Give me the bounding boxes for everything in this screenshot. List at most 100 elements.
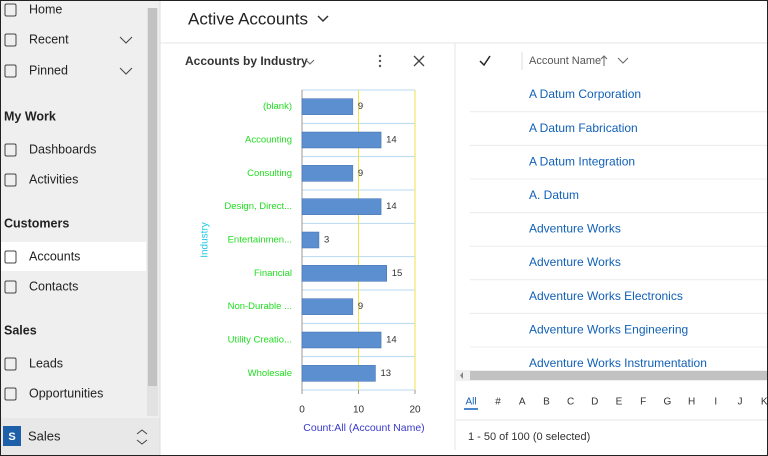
scroll-left[interactable] xyxy=(460,372,463,379)
nav-item[interactable]: Contacts xyxy=(29,279,78,293)
x-tick-label: 10 xyxy=(353,405,365,416)
jump-letter[interactable]: All xyxy=(465,397,476,408)
nav-selected xyxy=(0,242,146,271)
jump-letter[interactable]: D xyxy=(591,397,598,408)
y-tick-label: Consulting xyxy=(247,168,292,179)
bar[interactable] xyxy=(301,231,320,249)
chevron-down xyxy=(136,439,148,445)
data-label: 13 xyxy=(380,368,391,379)
y-tick-label: (blank) xyxy=(263,101,292,112)
more-icon[interactable] xyxy=(378,54,382,68)
bar[interactable] xyxy=(301,165,354,182)
account-link[interactable]: A. Datum xyxy=(529,188,579,202)
account-link[interactable]: Adventure Works Instrumentation xyxy=(529,356,707,370)
nav-item[interactable]: Opportunities xyxy=(29,386,103,400)
bar[interactable] xyxy=(301,265,387,282)
select-all[interactable] xyxy=(479,55,491,67)
account-link[interactable]: Adventure Works xyxy=(529,222,621,236)
data-label: 9 xyxy=(358,301,363,312)
jump-letter[interactable]: H xyxy=(688,397,695,408)
jump-letter[interactable]: A xyxy=(519,397,526,408)
nav-section: Customers xyxy=(4,216,69,230)
chevron-up xyxy=(136,429,148,435)
jump-letter[interactable]: B xyxy=(543,397,550,408)
y-tick-label: Entertainmen... xyxy=(228,235,292,246)
nav-icon xyxy=(4,357,17,371)
nav-item[interactable]: Home xyxy=(29,2,62,16)
account-link[interactable]: A Datum Corporation xyxy=(529,87,641,101)
sort-icon xyxy=(600,55,608,66)
nav-item[interactable]: Recent xyxy=(29,32,69,46)
nav-chevron[interactable] xyxy=(119,67,133,75)
nav-item[interactable]: Accounts xyxy=(29,249,80,263)
x-tick-label: 0 xyxy=(299,405,305,416)
data-label: 14 xyxy=(386,335,397,346)
column-header[interactable]: Account Name xyxy=(529,55,601,67)
data-label: 14 xyxy=(386,201,397,212)
title-chevron[interactable] xyxy=(317,15,329,23)
y-tick-label: Non-Durable ... xyxy=(228,301,292,312)
jump-letter[interactable]: G xyxy=(664,397,672,408)
nav-icon xyxy=(4,250,17,264)
bar[interactable] xyxy=(301,131,382,149)
data-label: 14 xyxy=(386,135,397,146)
nav-section: Sales xyxy=(4,323,37,337)
bar[interactable] xyxy=(301,198,382,215)
data-label: 9 xyxy=(358,101,363,112)
chart-chevron[interactable] xyxy=(305,59,315,65)
area-name: Sales xyxy=(28,428,61,443)
nav-item[interactable]: Leads xyxy=(29,356,63,370)
nav-chevron[interactable] xyxy=(119,36,133,44)
jump-letter[interactable]: # xyxy=(495,397,501,408)
grid-footer: 1 - 50 of 100 (0 selected) xyxy=(468,431,590,443)
chart-title[interactable]: Accounts by Industry xyxy=(185,54,308,68)
y-tick-label: Wholesale xyxy=(248,368,292,379)
y-tick-label: Utility Creatio... xyxy=(228,335,292,346)
bar[interactable] xyxy=(301,298,354,315)
close-icon[interactable] xyxy=(413,55,425,67)
sidebar xyxy=(0,0,160,456)
nav-icon xyxy=(4,280,17,294)
nav-icon xyxy=(4,173,17,187)
account-link[interactable]: Adventure Works xyxy=(529,255,621,269)
bar[interactable] xyxy=(301,365,376,382)
data-label: 3 xyxy=(324,235,329,246)
jump-letter[interactable]: E xyxy=(616,397,623,408)
nav-item[interactable]: Activities xyxy=(29,172,78,186)
nav-icon xyxy=(4,33,17,47)
jump-letter[interactable]: I xyxy=(714,397,717,408)
data-label: 9 xyxy=(358,168,363,179)
data-label: 15 xyxy=(392,268,403,279)
account-link[interactable]: A Datum Fabrication xyxy=(529,121,638,135)
account-link[interactable]: A Datum Integration xyxy=(529,154,635,168)
column-chevron[interactable] xyxy=(617,57,629,64)
jump-letter[interactable]: K xyxy=(761,397,768,408)
h-scroll-thumb[interactable] xyxy=(470,371,768,380)
area-badge-bg xyxy=(3,426,21,446)
nav-icon xyxy=(4,64,17,78)
scroll-thumb[interactable] xyxy=(148,8,157,386)
y-tick-label: Accounting xyxy=(245,135,292,146)
page-title: Active Accounts xyxy=(188,9,308,28)
nav-icon xyxy=(4,387,17,401)
jump-letter[interactable]: C xyxy=(567,397,574,408)
area-badge: S xyxy=(8,431,15,443)
account-link[interactable]: Adventure Works Electronics xyxy=(529,289,683,303)
bar[interactable] xyxy=(301,98,354,115)
y-tick-label: Financial xyxy=(254,268,292,279)
jump-letter[interactable]: F xyxy=(640,397,646,408)
nav-section: My Work xyxy=(4,109,56,123)
jump-letter[interactable]: J xyxy=(738,397,743,408)
area-switcher[interactable] xyxy=(0,418,160,456)
x-axis-label: Count:All (Account Name) xyxy=(303,422,424,434)
bar[interactable] xyxy=(301,331,382,349)
nav-item[interactable]: Pinned xyxy=(29,63,68,77)
y-tick-label: Design, Direct... xyxy=(224,201,292,212)
account-link[interactable]: Adventure Works Engineering xyxy=(529,322,688,336)
nav-icon xyxy=(4,143,17,157)
y-axis-label: Industry xyxy=(200,222,211,258)
nav-icon xyxy=(4,3,17,17)
nav-item[interactable]: Dashboards xyxy=(29,142,96,156)
